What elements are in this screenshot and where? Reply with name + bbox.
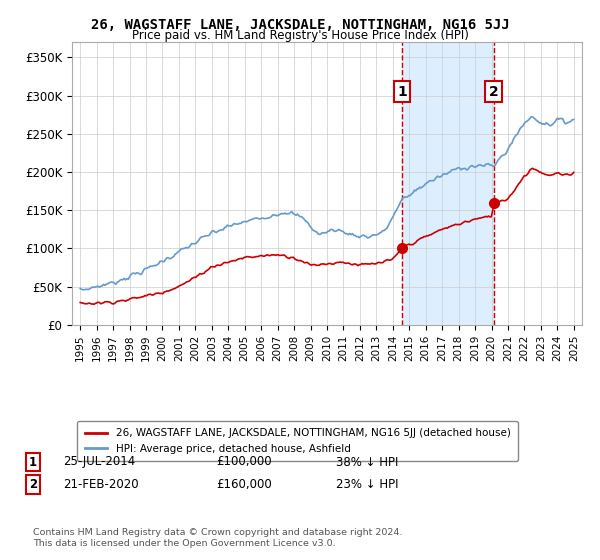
Text: Price paid vs. HM Land Registry's House Price Index (HPI): Price paid vs. HM Land Registry's House …: [131, 29, 469, 42]
Text: 21-FEB-2020: 21-FEB-2020: [63, 478, 139, 491]
Legend: 26, WAGSTAFF LANE, JACKSDALE, NOTTINGHAM, NG16 5JJ (detached house), HPI: Averag: 26, WAGSTAFF LANE, JACKSDALE, NOTTINGHAM…: [77, 421, 518, 461]
Text: 2: 2: [489, 85, 499, 99]
Text: 25-JUL-2014: 25-JUL-2014: [63, 455, 135, 469]
Text: £160,000: £160,000: [216, 478, 272, 491]
Text: 38% ↓ HPI: 38% ↓ HPI: [336, 455, 398, 469]
Text: 23% ↓ HPI: 23% ↓ HPI: [336, 478, 398, 491]
Text: 1: 1: [29, 455, 37, 469]
Text: £100,000: £100,000: [216, 455, 272, 469]
Bar: [402, 42, 494, 325]
Text: 26, WAGSTAFF LANE, JACKSDALE, NOTTINGHAM, NG16 5JJ: 26, WAGSTAFF LANE, JACKSDALE, NOTTINGHAM…: [91, 18, 509, 32]
Text: 2: 2: [29, 478, 37, 491]
Text: Contains HM Land Registry data © Crown copyright and database right 2024.
This d: Contains HM Land Registry data © Crown c…: [33, 528, 403, 548]
Text: 1: 1: [397, 85, 407, 99]
